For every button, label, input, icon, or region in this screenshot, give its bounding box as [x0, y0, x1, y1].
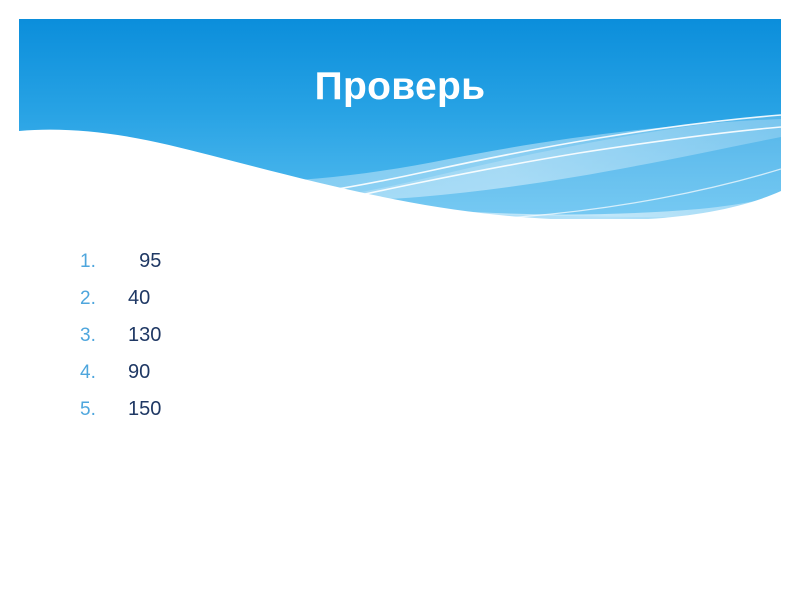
list-item-marker: 5. — [80, 399, 96, 420]
list-item-marker: 3. — [80, 325, 96, 346]
list-item-value: 90 — [128, 361, 151, 383]
list-item-marker: 1. — [80, 251, 96, 272]
list-item: 2. 40 — [60, 280, 700, 317]
list-item-value: 40 — [128, 287, 151, 309]
slide-title: Проверь — [314, 65, 486, 108]
list-item: 4. 90 — [60, 354, 700, 391]
list-item: 5. 150 — [60, 391, 700, 428]
list-item: 3. 130 — [60, 317, 700, 354]
numbered-answer-list: 1. 95 2. 40 3. 130 4. 90 5. 150 — [60, 243, 700, 428]
list-item-value: 130 — [128, 324, 162, 346]
header-banner — [19, 19, 781, 219]
list-item-value: 150 — [128, 398, 162, 420]
list-item-value: 95 — [128, 250, 162, 272]
list-item: 1. 95 — [60, 243, 700, 280]
list-item-marker: 4. — [80, 362, 96, 383]
list-item-marker: 2. — [80, 288, 96, 309]
wave-banner-graphic — [19, 19, 781, 219]
